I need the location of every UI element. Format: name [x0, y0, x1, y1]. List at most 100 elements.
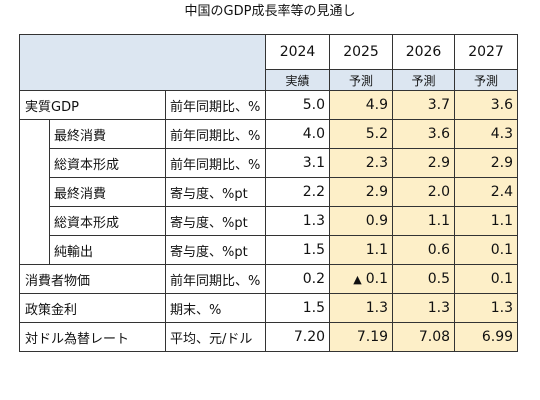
value-cell: 2.0 — [392, 177, 456, 207]
row-unit: 寄与度、%pt — [164, 206, 267, 236]
row-unit: 前年同期比、% — [164, 119, 267, 149]
value-text: 4.9 — [365, 97, 389, 113]
year-header: 2024 — [265, 34, 331, 70]
value-cell: 7.19 — [329, 322, 394, 352]
value-cell: ▲ 0.1 — [329, 264, 394, 294]
value-cell: 6.99 — [454, 322, 519, 352]
value-cell: 2.9 — [392, 148, 456, 178]
header-blank-cell — [18, 34, 267, 91]
row-label: 消費者物価 — [19, 264, 166, 294]
value-cell: 3.6 — [392, 119, 456, 149]
value-cell: 1.1 — [454, 206, 519, 236]
value-text: 1.5 — [302, 242, 326, 258]
forecast-table: 2024 2025 2026 2027 実績 予測 予測 予測 実質GDP 前年同… — [18, 34, 519, 352]
row-unit: 前年同期比、% — [164, 148, 267, 178]
indent-blank-cell — [19, 119, 50, 265]
page-title: 中国のGDP成長率等の見通し — [184, 4, 356, 19]
value-text: 1.3 — [490, 300, 514, 316]
year-type-label: 予測 — [454, 69, 519, 91]
year-header: 2026 — [392, 34, 456, 70]
value-cell: 5.0 — [265, 90, 331, 120]
value-cell: 4.0 — [265, 119, 331, 149]
value-cell: 0.1 — [454, 235, 519, 265]
value-text: 1.1 — [490, 213, 514, 229]
row-unit: 寄与度、%pt — [164, 235, 267, 265]
value-cell: 1.5 — [265, 293, 331, 323]
value-text: 0.9 — [365, 213, 389, 229]
value-text: 0.1 — [490, 242, 514, 258]
row-label: 総資本形成 — [49, 206, 166, 236]
table-row: 総資本形成 前年同期比、% 3.1 2.3 2.9 2.9 — [20, 148, 519, 178]
year-type-label: 予測 — [392, 69, 456, 91]
value-text: 2.9 — [490, 155, 514, 171]
value-text: 6.99 — [481, 329, 514, 345]
value-cell: 3.6 — [454, 90, 519, 120]
value-text: 7.20 — [293, 329, 326, 345]
value-text: 3.6 — [490, 97, 514, 113]
row-unit: 期末、% — [164, 293, 267, 323]
value-text: 2.0 — [427, 184, 451, 200]
row-unit: 寄与度、%pt — [164, 177, 267, 207]
value-text: 0.5 — [427, 271, 451, 287]
table-row: 最終消費 寄与度、%pt 2.2 2.9 2.0 2.4 — [20, 177, 519, 207]
value-text: 4.0 — [302, 126, 326, 142]
value-text: 1.3 — [302, 213, 326, 229]
value-text: 0.1 — [490, 271, 514, 287]
value-text: 3.1 — [302, 155, 326, 171]
value-text: 2.2 — [302, 184, 326, 200]
row-label: 実質GDP — [19, 90, 166, 120]
value-text: 3.7 — [427, 97, 451, 113]
year-header: 2025 — [329, 34, 394, 70]
row-unit: 前年同期比、% — [164, 90, 267, 120]
header-year-row: 2024 2025 2026 2027 — [18, 34, 519, 91]
negative-marker-icon: ▲ — [353, 273, 362, 286]
row-label: 最終消費 — [49, 119, 166, 149]
value-text: 7.19 — [356, 329, 389, 345]
value-cell: 2.9 — [454, 148, 519, 178]
value-cell: 7.20 — [265, 322, 331, 352]
value-cell: 1.3 — [329, 293, 394, 323]
row-label: 純輸出 — [49, 235, 166, 265]
table-row: 純輸出 寄与度、%pt 1.5 1.1 0.6 0.1 — [20, 235, 519, 265]
value-cell: 3.7 — [392, 90, 456, 120]
value-text: 0.6 — [427, 242, 451, 258]
value-text: 5.2 — [365, 126, 389, 142]
value-cell: 2.2 — [265, 177, 331, 207]
value-text: 7.08 — [418, 329, 451, 345]
table-row: 最終消費 前年同期比、% 4.0 5.2 3.6 4.3 — [19, 119, 519, 265]
table-row: 実質GDP 前年同期比、% 5.0 4.9 3.7 3.6 — [19, 90, 519, 120]
table-body: 実質GDP 前年同期比、% 5.0 4.9 3.7 3.6 最終消費 前年同期比、% 4.0 5.… — [19, 90, 519, 352]
value-cell: 4.9 — [329, 90, 394, 120]
value-cell: 4.3 — [454, 119, 519, 149]
value-text: 1.1 — [365, 242, 389, 258]
value-text: 1.5 — [302, 300, 326, 316]
year-header: 2027 — [454, 34, 519, 70]
value-cell: 5.2 — [329, 119, 394, 149]
value-cell: 0.2 — [265, 264, 331, 294]
value-text: 4.3 — [490, 126, 514, 142]
value-cell: 1.5 — [265, 235, 331, 265]
row-label: 最終消費 — [49, 177, 166, 207]
value-cell: 1.1 — [392, 206, 456, 236]
value-cell: 1.3 — [265, 206, 331, 236]
value-cell: 2.3 — [329, 148, 394, 178]
year-type-label: 実績 — [265, 69, 331, 91]
row-label: 対ドル為替レート — [19, 322, 166, 352]
row-label: 総資本形成 — [49, 148, 166, 178]
value-text: 1.1 — [427, 213, 451, 229]
value-cell: 1.3 — [454, 293, 519, 323]
value-text: 0.1 — [365, 271, 389, 287]
year-type-label: 予測 — [329, 69, 394, 91]
value-cell: 0.6 — [392, 235, 456, 265]
value-text: 0.2 — [302, 271, 326, 287]
table-row: 総資本形成 寄与度、%pt 1.3 0.9 1.1 1.1 — [20, 206, 519, 236]
value-cell: 2.4 — [454, 177, 519, 207]
row-label: 政策金利 — [19, 293, 166, 323]
value-text: 2.9 — [365, 184, 389, 200]
value-cell: 3.1 — [265, 148, 331, 178]
value-text: 2.4 — [490, 184, 514, 200]
value-text: 2.9 — [427, 155, 451, 171]
value-cell: 0.1 — [454, 264, 519, 294]
row-unit: 平均、元/ドル — [164, 322, 267, 352]
value-text: 5.0 — [302, 97, 326, 113]
